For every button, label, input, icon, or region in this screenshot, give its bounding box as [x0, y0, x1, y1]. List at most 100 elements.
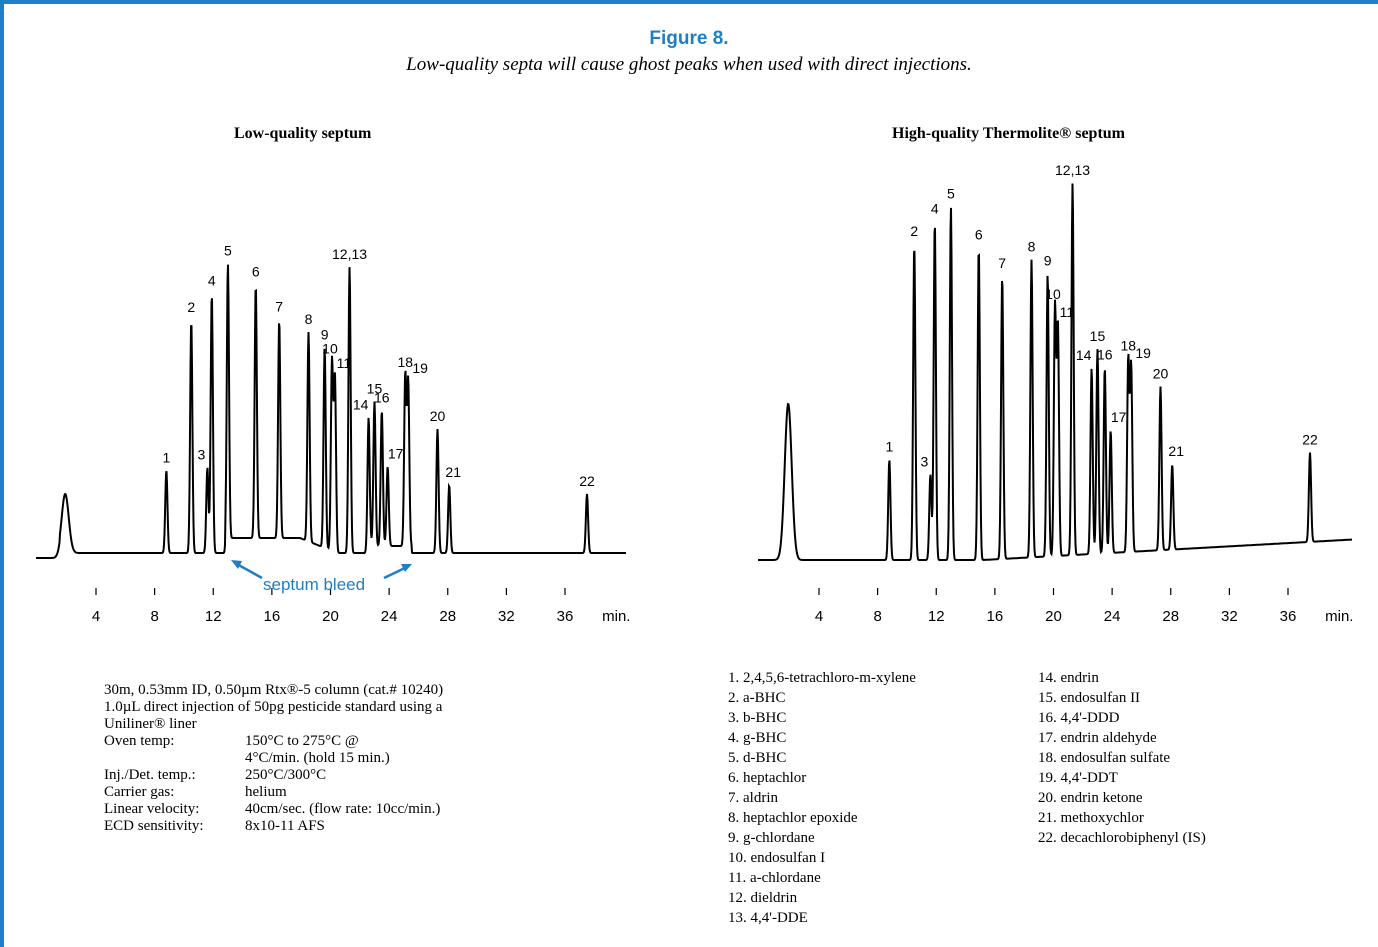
legend-item: 20. endrin ketone: [1038, 790, 1143, 806]
peak-label: 3: [920, 453, 928, 469]
condition-row: Oven temp: 150°C to 275°C @: [104, 733, 443, 750]
condition-value: 4°C/min. (hold 15 min.): [245, 750, 390, 766]
peak-label: 14: [353, 396, 369, 412]
condition-label: Inj./Det. temp.:: [104, 767, 196, 783]
figure-title: Figure 8.: [649, 28, 729, 49]
peak-label: 18: [397, 354, 413, 370]
peak-label: 12,13: [332, 246, 367, 262]
legend-item: 9. g-chlordane: [728, 830, 815, 846]
condition-label: Carrier gas:: [104, 784, 175, 800]
peak-label: 18: [1120, 338, 1136, 354]
legend-item: 6. heptachlor: [728, 770, 807, 786]
bleed-arrowhead-right: [401, 564, 412, 572]
peak-label: 15: [1090, 328, 1106, 344]
peak-label: 4: [208, 272, 216, 288]
condition-row: 4°C/min. (hold 15 min.): [104, 750, 443, 767]
legend-item: 11. a-chlordane: [728, 870, 821, 886]
x-tick-label: 32: [1221, 608, 1238, 625]
peak-legend-col-2: 14. endrin 15. endosulfan II 16. 4,4'-DDD 1…: [1038, 668, 1206, 848]
condition-label: Linear velocity:: [104, 801, 200, 817]
septum-bleed-label: septum bleed: [263, 575, 365, 594]
condition-row: Carrier gas: helium: [104, 784, 443, 801]
peak-label: 19: [1135, 345, 1151, 361]
chromatogram-trace: [758, 183, 1352, 562]
legend-item: 15. endosulfan II: [1038, 690, 1141, 706]
peak-label: 1: [885, 439, 893, 455]
legend-item: 22. decachlorobiphenyl (IS): [1038, 830, 1206, 846]
x-tick-label: 8: [873, 608, 881, 625]
x-tick-label: 8: [150, 608, 158, 625]
peak-label: 16: [374, 389, 390, 405]
x-tick-label: 24: [1104, 608, 1121, 625]
legend-item: 18. endosulfan sulfate: [1038, 750, 1171, 766]
bleed-arrow-right: [383, 565, 408, 580]
legend-item: 14. endrin: [1038, 670, 1099, 686]
peak-label: 2: [187, 299, 195, 315]
peak-label: 5: [947, 186, 955, 202]
peak-label: 7: [275, 299, 283, 315]
condition-row: ECD sensitivity: 8x10-11 AFS: [104, 818, 443, 835]
condition-row: Linear velocity: 40cm/sec. (flow rate: 10…: [104, 801, 443, 818]
peak-label: 4: [931, 200, 939, 216]
peak-label: 15: [367, 380, 383, 396]
legend-item: 19. 4,4'-DDT: [1038, 770, 1118, 786]
legend-item: 8. heptachlor epoxide: [728, 810, 858, 826]
legend-item: 2. a-BHC: [728, 690, 786, 706]
peak-label: 19: [412, 360, 428, 376]
x-axis-label: min.: [1325, 608, 1353, 625]
legend-item: 13. 4,4'-DDE: [728, 910, 808, 926]
legend-item: 5. d-BHC: [728, 750, 787, 766]
peak-label: 21: [445, 464, 461, 480]
condition-label: Oven temp:: [104, 733, 175, 749]
condition-value: 8x10-11 AFS: [245, 818, 325, 834]
x-tick-label: 20: [1045, 608, 1062, 625]
peak-label: 11: [337, 355, 352, 371]
legend-item: 3. b-BHC: [728, 710, 787, 726]
peak-label: 11: [1060, 304, 1075, 320]
peak-label: 8: [305, 311, 313, 327]
peak-label: 20: [1153, 365, 1169, 381]
peak-legend-col-1: 1. 2,4,5,6-tetrachloro-m-xylene 2. a-BHC 3…: [728, 668, 916, 928]
chart-right: 4 8 12 16 20 24 28 32 36 min.123456789101112,1314…: [758, 162, 1353, 625]
legend-item: 17. endrin aldehyde: [1038, 730, 1157, 746]
condition-value: helium: [245, 784, 287, 800]
legend-item: 4. g-BHC: [728, 730, 787, 746]
peak-label: 17: [388, 445, 404, 461]
condition-value: 40cm/sec. (flow rate: 10cc/min.): [245, 801, 441, 817]
peak-label: 1: [162, 449, 170, 465]
legend-item: 12. dieldrin: [728, 890, 798, 906]
x-tick-label: 4: [92, 608, 100, 625]
peak-label: 16: [1097, 346, 1113, 362]
peak-label: 20: [430, 408, 446, 424]
conditions-line-1: 30m, 0.53mm ID, 0.50µm Rtx®-5 column (ca…: [104, 682, 444, 698]
peak-label: 10: [1045, 286, 1061, 302]
x-tick-label: 16: [264, 608, 281, 625]
x-tick-label: 20: [322, 608, 339, 625]
condition-value: 150°C to 275°C @: [245, 733, 359, 749]
x-tick-label: 24: [381, 608, 398, 625]
figure-subtitle: Low-quality septa will cause ghost peaks…: [406, 54, 972, 75]
peak-label: 22: [579, 473, 595, 489]
peak-label: 6: [252, 263, 260, 279]
peak-label: 10: [322, 340, 338, 356]
chromatogram-trace: [36, 264, 626, 559]
x-tick-label: 28: [1162, 608, 1179, 625]
column-conditions: 30m, 0.53mm ID, 0.50µm Rtx®-5 column (ca…: [104, 682, 443, 835]
peak-label: 22: [1302, 432, 1318, 448]
peak-label: 9: [1044, 253, 1052, 269]
x-tick-label: 12: [205, 608, 222, 625]
peak-label: 3: [197, 446, 205, 462]
peak-label: 5: [224, 243, 232, 259]
x-tick-label: 32: [498, 608, 515, 625]
chart-title-right: High-quality Thermolite® septum: [892, 125, 1125, 142]
peak-label: 17: [1111, 409, 1127, 425]
legend-item: 7. aldrin: [728, 790, 778, 806]
x-axis-label: min.: [602, 608, 630, 625]
conditions-line-2: 1.0µL direct injection of 50pg pesticide…: [104, 699, 443, 715]
x-tick-label: 16: [987, 608, 1004, 625]
bleed-arrowhead-left: [231, 560, 242, 569]
x-tick-label: 12: [928, 608, 945, 625]
legend-item: 21. methoxychlor: [1038, 810, 1144, 826]
